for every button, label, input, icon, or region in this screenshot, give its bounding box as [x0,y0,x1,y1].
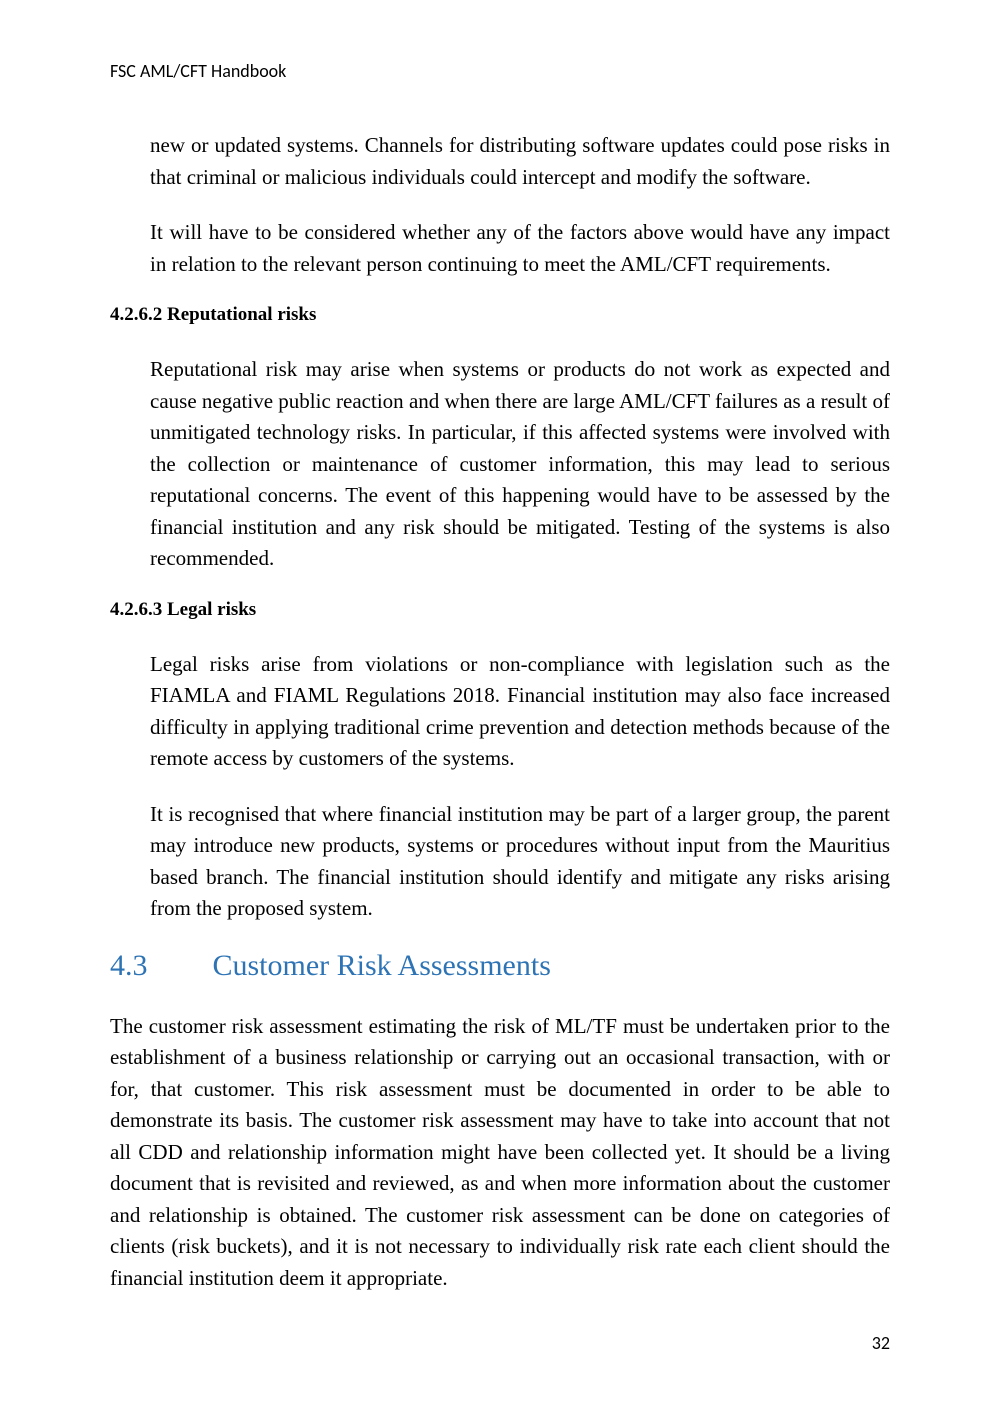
body-paragraph: It is recognised that where financial in… [150,799,890,925]
header-title: FSC AML/CFT Handbook [110,60,286,82]
body-paragraph: new or updated systems. Channels for dis… [150,130,890,193]
body-paragraph: Reputational risk may arise when systems… [150,354,890,575]
body-paragraph: The customer risk assessment estimating … [110,1011,890,1295]
section-number: 4.3 [110,949,205,983]
body-paragraph: Legal risks arise from violations or non… [150,649,890,775]
subsection-heading: 4.2.6.2 Reputational risks [110,304,890,326]
page-header: FSC AML/CFT Handbook [110,60,890,82]
section-heading: 4.3 Customer Risk Assessments [110,949,890,983]
subsection-heading: 4.2.6.3 Legal risks [110,599,890,621]
section-title: Customer Risk Assessments [213,949,551,982]
document-page: FSC AML/CFT Handbook new or updated syst… [0,0,1000,1414]
page-number: 32 [872,1332,890,1354]
body-paragraph: It will have to be considered whether an… [150,217,890,280]
